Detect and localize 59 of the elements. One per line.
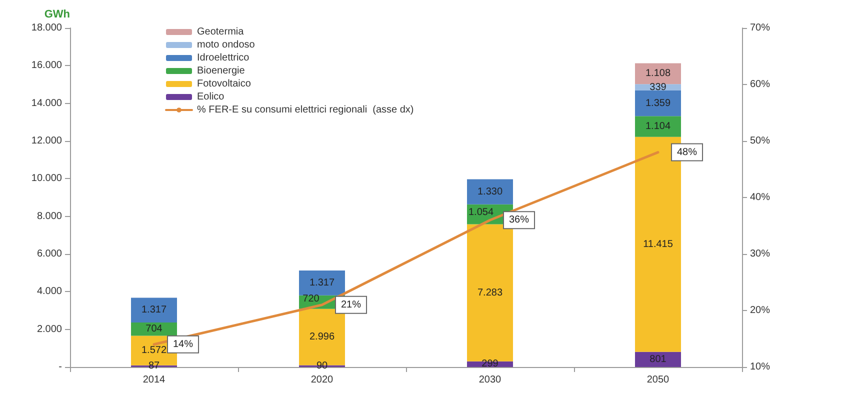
data-label: 2.996 [309, 332, 335, 343]
data-label: 1.054 [468, 206, 494, 218]
y2-tick-label: 70% [750, 22, 770, 34]
legend-label: % FER-E su consumi elettrici regionali (asse dx) [197, 104, 414, 116]
data-label: 87 [148, 360, 160, 372]
y2-tick-label: 40% [750, 192, 770, 203]
data-label: 339 [650, 82, 667, 93]
bar [467, 179, 513, 204]
y-tick-label: 4.000 [36, 286, 62, 298]
data-label: 1.359 [645, 98, 671, 109]
bar [299, 270, 345, 296]
x-tick-label: 2030 [478, 374, 502, 386]
y-tick-label: - [58, 362, 62, 372]
y-tick-label: 6.000 [36, 248, 62, 260]
x-tick-label: 2014 [142, 374, 166, 386]
bar [131, 322, 177, 336]
y2-tick-label: 50% [750, 136, 770, 146]
bar [467, 224, 513, 362]
data-label: 21% [341, 299, 362, 310]
data-label: 36% [509, 214, 530, 226]
data-label: 299 [482, 358, 499, 370]
data-label: 1.108 [645, 68, 671, 80]
data-label: 720 [302, 294, 320, 305]
y2-tick-label: 10% [750, 362, 770, 372]
bar [131, 298, 177, 322]
bar [635, 352, 681, 367]
y2-tick-label: 30% [750, 248, 770, 260]
data-label: 48% [677, 146, 698, 158]
legend-label: Bioenergie [197, 66, 246, 76]
y2-tick-label: 20% [750, 305, 770, 316]
y-axis-title: GWh [44, 8, 70, 20]
data-label: 90 [316, 360, 328, 372]
y-tick-label: 10.000 [31, 173, 62, 184]
y-tick-label: 18.000 [31, 22, 62, 34]
legend-label: moto ondoso [197, 40, 256, 50]
data-label: 1.104 [645, 121, 671, 132]
data-label: 801 [650, 354, 667, 365]
y-tick-label: 14.000 [31, 98, 62, 109]
legend-label: Fotovoltaico [197, 78, 252, 90]
x-tick-label: 2020 [310, 374, 334, 386]
data-label: 7.283 [477, 287, 503, 298]
y-tick-label: 12.000 [31, 136, 62, 146]
data-label: 704 [146, 324, 163, 335]
legend-label: Idroelettrico [197, 52, 250, 64]
bar [635, 90, 681, 116]
legend-label: Eolico [197, 92, 225, 102]
data-label: 1.572 [141, 345, 167, 356]
y-tick-label: 8.000 [36, 210, 62, 222]
data-label: 1.330 [477, 186, 503, 198]
y2-tick-label: 60% [750, 79, 770, 90]
legend-label: Geotermia [197, 26, 244, 38]
y-tick-label: 16.000 [31, 60, 62, 72]
x-tick-label: 2050 [646, 374, 670, 386]
data-label: 11.415 [643, 238, 674, 250]
data-label: 1.317 [141, 304, 167, 316]
data-label: 1.317 [309, 277, 335, 288]
bar [635, 116, 681, 137]
data-label: 14% [173, 338, 194, 350]
y-tick-label: 2.000 [36, 324, 62, 335]
